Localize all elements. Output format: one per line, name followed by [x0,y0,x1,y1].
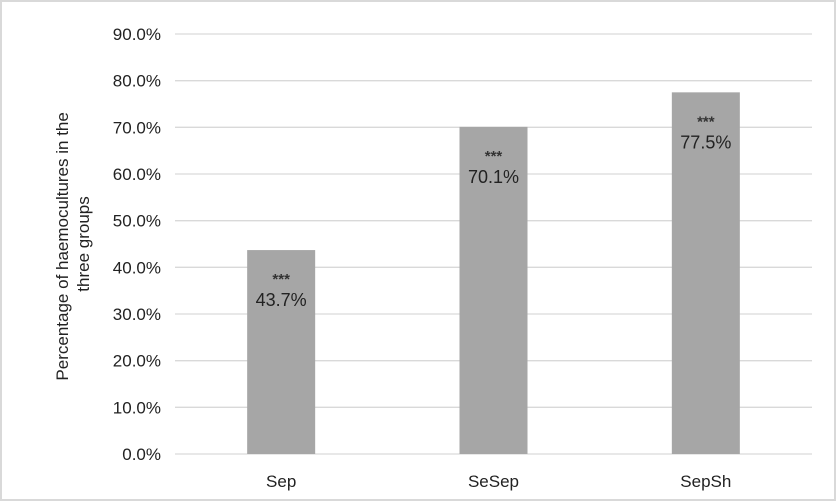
data-labels: *** 43.7% *** 70.1% *** 77.5% [256,113,732,310]
y-axis-label-line-2: three groups [74,196,93,291]
bar-sesep [459,126,528,454]
x-tick-label: SeSep [468,472,519,491]
data-label: 43.7% [256,290,307,310]
y-tick-label: 40.0% [113,258,161,277]
y-tick-labels: 0.0% 10.0% 20.0% 30.0% 40.0% 50.0% 60.0% 70.0% 8… [113,25,161,464]
y-tick-label: 20.0% [113,352,161,371]
significance-label: *** [697,113,715,130]
bar-sepsh [671,92,740,454]
y-tick-label: 50.0% [113,212,161,231]
data-label: 70.1% [468,167,519,187]
y-tick-label: 60.0% [113,165,161,184]
significance-label: *** [272,271,290,288]
y-axis-label: Percentage of haemocultures in the three… [53,107,93,380]
significance-label: *** [485,148,503,165]
y-axis-label-line-1: Percentage of haemocultures in the [53,112,72,380]
x-tick-labels: Sep SeSep SepSh [266,472,731,491]
x-tick-label: Sep [266,472,296,491]
y-tick-label: 0.0% [122,445,161,464]
y-tick-label: 90.0% [113,25,161,44]
bar-sep [247,250,316,454]
data-label: 77.5% [680,132,731,152]
y-tick-label: 80.0% [113,72,161,91]
y-tick-label: 10.0% [113,398,161,417]
bars [247,92,740,454]
x-tick-label: SepSh [680,472,731,491]
y-tick-label: 30.0% [113,305,161,324]
y-tick-label: 70.0% [113,118,161,137]
